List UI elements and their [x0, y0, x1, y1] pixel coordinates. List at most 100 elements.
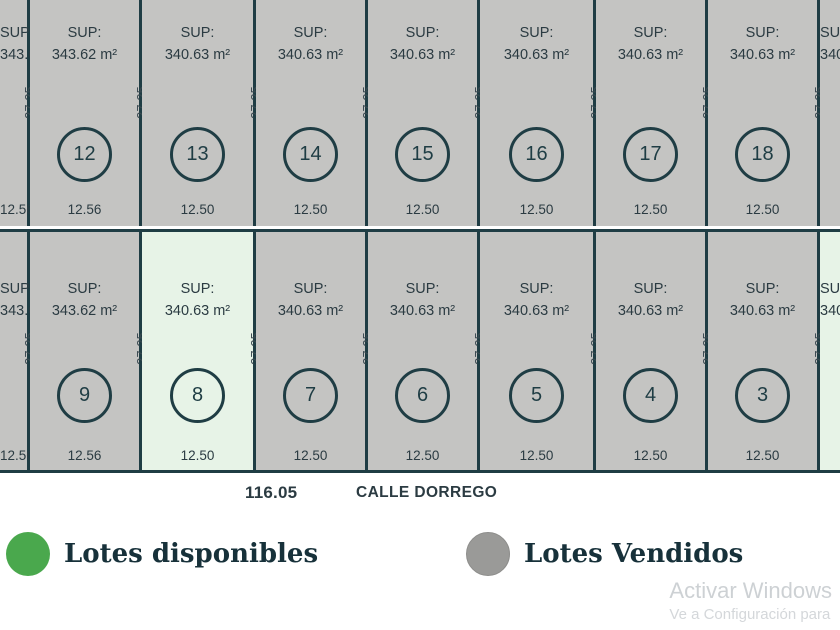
lot-area-value: 340.63 m² [820, 47, 840, 64]
lot-parcel-16[interactable]: SUP:340.63 m²27.251612.50 [480, 0, 603, 226]
map-legend: Lotes disponibles Lotes Vendidos [0, 524, 840, 594]
lot-area-value: 340.63 m² [503, 303, 570, 320]
lot-area-caption: SUP: [0, 281, 34, 297]
legend-label-sold: Lotes Vendidos [524, 539, 744, 569]
lot-width-dimension: 12.56 [67, 202, 102, 217]
lot-parcel-13[interactable]: SUP:340.63 m²27.251312.50 [142, 0, 263, 226]
lot-area-value: 343.62 m² [51, 47, 118, 64]
lot-width-dimension: 12.50 [180, 202, 215, 217]
lot-number-badge-13[interactable]: 13 [170, 126, 225, 182]
legend-label-available: Lotes disponibles [64, 539, 319, 569]
lot-area-caption: SUP: [405, 25, 440, 41]
lot-area-caption: SUP: [293, 281, 328, 297]
available-swatch-icon [6, 532, 50, 576]
lot-area-block: SUP: 340.63 m² [596, 22, 705, 67]
lot-width-dimension: 12.56 [0, 202, 34, 217]
lot-parcel-9[interactable]: SUP:343.62 m²27.25912.56 [30, 232, 149, 472]
lot-area-value: 340.63 m² [820, 303, 840, 320]
legend-item-sold[interactable]: Lotes Vendidos [466, 532, 743, 576]
lot-area-block: SUP: 340.63 m² [820, 278, 840, 323]
lot-area-block: SUP: 340.63 m² [596, 278, 705, 323]
lot-width-dimension: 12.50 [405, 448, 440, 463]
lot-number-badge-5[interactable]: 5 [509, 367, 564, 423]
lot-number-badge-9[interactable]: 9 [57, 367, 112, 423]
lot-parcel-17[interactable]: SUP:340.63 m²27.251712.50 [596, 0, 715, 226]
lot-number-badge-17[interactable]: 17 [623, 126, 678, 182]
lot-width-dimension: 12.50 [519, 448, 554, 463]
lot-parcel-5[interactable]: SUP:340.63 m²27.25512.50 [480, 232, 603, 472]
lot-area-block: SUP: 340.63 m² [480, 278, 593, 323]
sold-swatch-icon [466, 532, 510, 576]
lot-width-dimension: 12.50 [519, 202, 554, 217]
lot-area-value: 340.63 m² [503, 47, 570, 64]
lot-number-badge-14[interactable]: 14 [283, 126, 338, 182]
lot-area-caption: SUP: [67, 25, 102, 41]
lot-area-caption: SUP: [820, 25, 840, 41]
lot-width-dimension: 12.56 [0, 448, 34, 463]
lot-number-badge-16[interactable]: 16 [509, 126, 564, 182]
lot-area-block: SUP: 340.63 m² [256, 278, 365, 323]
lot-area-value: 340.63 m² [389, 47, 456, 64]
lot-parcel-14[interactable]: SUP:340.63 m²27.251412.50 [256, 0, 375, 226]
lot-number-badge-3[interactable]: 3 [735, 367, 790, 423]
lot-area-block: SUP: 340.63 m² [820, 22, 840, 67]
lot-number-badge-6[interactable]: 6 [395, 367, 450, 423]
lot-parcel-18[interactable]: SUP:340.63 m²27.251812.50 [708, 0, 827, 226]
lot-parcel-12[interactable]: SUP:343.62 m²27.251212.56 [30, 0, 149, 226]
lot-area-caption: SUP: [519, 281, 554, 297]
lot-width-dimension: 12.56 [67, 448, 102, 463]
lot-area-block: SUP: 340.63 m² [480, 22, 593, 67]
lot-width-dimension: 12.50 [633, 448, 668, 463]
watermark-title: Activar Windows [669, 578, 832, 603]
lot-area-caption: SUP: [293, 25, 328, 41]
lot-area-caption: SUP: [745, 25, 780, 41]
lot-area-value: 340.63 m² [617, 47, 684, 64]
lot-number-badge-12[interactable]: 12 [57, 126, 112, 182]
lot-area-block: SUP: 340.63 m² [368, 278, 477, 323]
lot-width-dimension: 12.50 [180, 448, 215, 463]
legend-item-available[interactable]: Lotes disponibles [6, 532, 318, 576]
lot-parcel-partial[interactable]: SUP:340.63 m²27.25 [820, 232, 840, 472]
lot-number-badge-15[interactable]: 15 [395, 126, 450, 182]
lot-parcel-7[interactable]: SUP:340.63 m²27.25712.50 [256, 232, 375, 472]
lot-area-value: 340.63 m² [729, 303, 796, 320]
lot-area-value: 340.63 m² [617, 303, 684, 320]
lot-number-badge-18[interactable]: 18 [735, 126, 790, 182]
windows-activation-watermark: Activar Windows Ve a Configuración para [669, 577, 832, 624]
lot-area-block: SUP: 343.62 m² [30, 22, 139, 67]
lot-area-value: 343.62 m² [0, 303, 65, 320]
lot-parcel-3[interactable]: SUP:340.63 m²27.25312.50 [708, 232, 827, 472]
lot-area-block: SUP: 340.63 m² [708, 278, 817, 323]
lot-area-caption: SUP: [67, 281, 102, 297]
lot-area-value: 340.63 m² [277, 47, 344, 64]
street-frontage-dimension: 116.05 [245, 483, 298, 502]
lot-area-caption: SUP: [180, 281, 215, 297]
lot-area-caption: SUP: [180, 25, 215, 41]
lot-width-dimension: 12.50 [633, 202, 668, 217]
lot-area-value: 340.63 m² [729, 47, 796, 64]
lot-area-caption: SUP: [633, 281, 668, 297]
lot-parcel-6[interactable]: SUP:340.63 m²27.25612.50 [368, 232, 487, 472]
lot-number-badge-4[interactable]: 4 [623, 367, 678, 423]
lot-parcel-partial[interactable]: SUP:340.63 m²27.25 [820, 0, 840, 226]
lot-width-dimension: 12.50 [293, 202, 328, 217]
watermark-subtitle: Ve a Configuración para [669, 605, 831, 623]
street-frontage-line [0, 470, 840, 473]
lot-area-block: SUP: 340.63 m² [368, 22, 477, 67]
lot-parcel-4[interactable]: SUP:340.63 m²27.25412.50 [596, 232, 715, 472]
lot-number-badge-7[interactable]: 7 [283, 367, 338, 423]
lot-number-badge-8[interactable]: 8 [170, 367, 225, 423]
lot-area-block: SUP: 343.62 m² [0, 278, 65, 323]
lot-area-value: 340.63 m² [277, 303, 344, 320]
lot-area-caption: SUP: [820, 281, 840, 297]
lot-area-caption: SUP: [633, 25, 668, 41]
lot-area-block: SUP: 340.63 m² [142, 278, 253, 323]
lot-area-caption: SUP: [405, 281, 440, 297]
lot-parcel-8[interactable]: SUP:340.63 m²27.25812.50 [142, 232, 263, 472]
lot-parcel-15[interactable]: SUP:340.63 m²27.251512.50 [368, 0, 487, 226]
lot-area-caption: SUP: [519, 25, 554, 41]
